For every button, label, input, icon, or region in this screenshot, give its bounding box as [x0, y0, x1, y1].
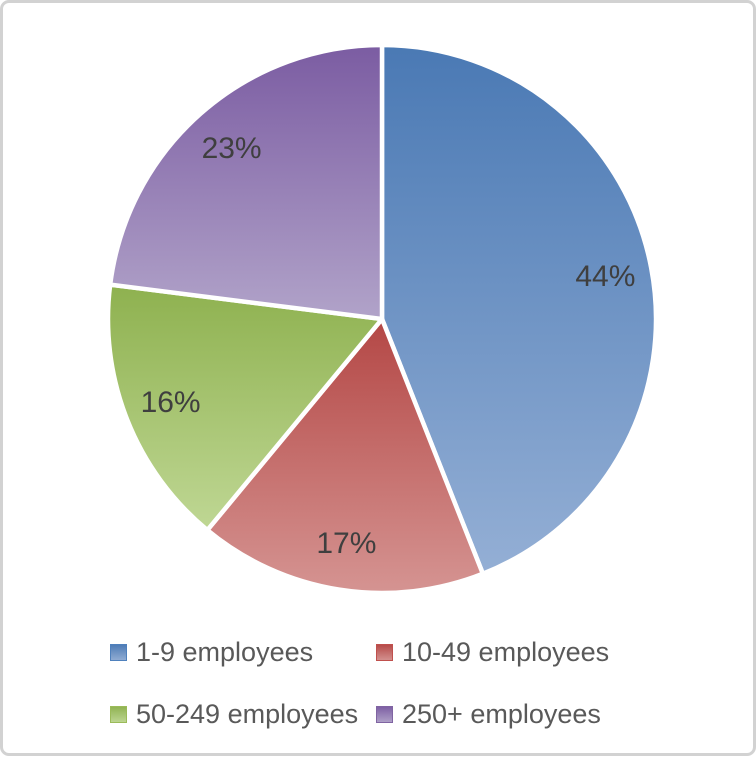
legend-swatch-icon: [376, 705, 393, 723]
pie-slice-250+-employees: [107, 42, 385, 322]
pie-data-label: 23%: [202, 132, 262, 165]
pie-data-label: 17%: [316, 527, 376, 560]
legend-swatch-icon: [110, 643, 127, 661]
pie-slice-50-249-employees: [105, 282, 385, 533]
pie-slice-10-49-employees: [205, 316, 486, 596]
pie-data-label: 16%: [141, 386, 201, 419]
legend-item-50-249-employees: 50-249 employees: [110, 699, 359, 729]
pie-slice-1-9-employees: [379, 42, 659, 577]
legend-item-10-49-employees: 10-49 employees: [376, 637, 610, 667]
legend-label: 1-9 employees: [136, 637, 314, 667]
legend-swatch-icon: [376, 643, 393, 661]
legend-item-250+-employees: 250+ employees: [376, 699, 601, 729]
legend-swatch-icon: [110, 705, 127, 723]
legend-item-1-9-employees: 1-9 employees: [110, 637, 314, 667]
legend-label: 50-249 employees: [136, 699, 359, 729]
legend-label: 250+ employees: [402, 699, 601, 729]
legend-label: 10-49 employees: [402, 637, 610, 667]
pie-chart: 44% 17% 16% 23%: [105, 42, 659, 596]
pie-data-label: 44%: [575, 260, 635, 293]
